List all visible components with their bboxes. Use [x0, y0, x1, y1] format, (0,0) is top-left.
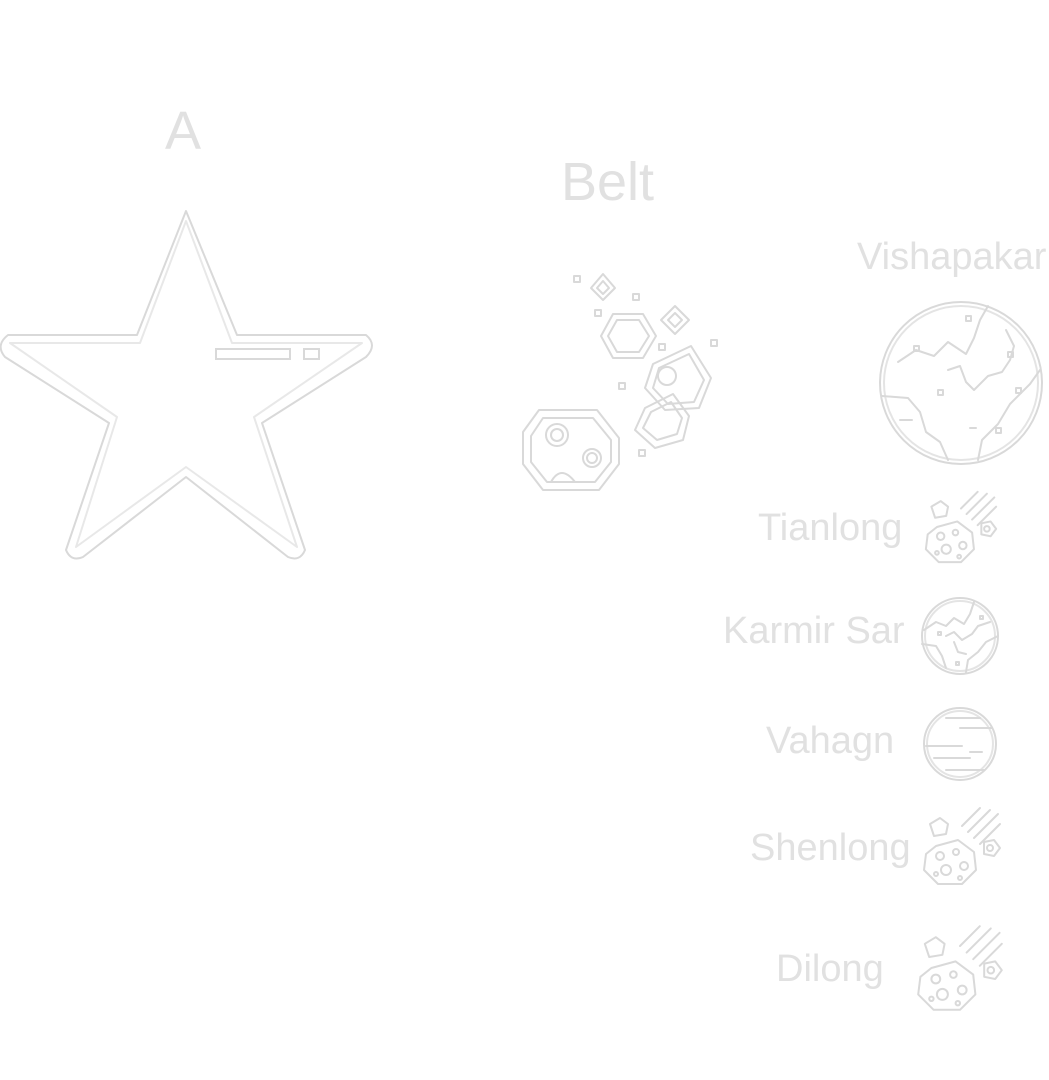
belt-label: Belt [561, 152, 655, 212]
asteroid-comet-icon [924, 490, 998, 564]
continents-planet-icon [920, 596, 1000, 676]
gas-giant-icon [922, 706, 998, 782]
continents-planet-icon [878, 300, 1044, 466]
planet-label-tianlong: Tianlong [758, 507, 903, 549]
star-label: A [165, 101, 202, 161]
asteroid-belt-icon [515, 268, 725, 498]
asteroid-comet-icon [922, 806, 1002, 886]
planet-label-vahagn: Vahagn [766, 720, 895, 762]
planet-label-dilong: Dilong [776, 948, 884, 990]
planet-label-shenlong: Shenlong [750, 827, 911, 869]
planet-label-vishapakar: Vishapakar [857, 236, 1047, 278]
star-icon [0, 205, 375, 565]
planet-label-karmir-sar: Karmir Sar [723, 610, 905, 652]
asteroid-comet-icon [916, 924, 1004, 1012]
